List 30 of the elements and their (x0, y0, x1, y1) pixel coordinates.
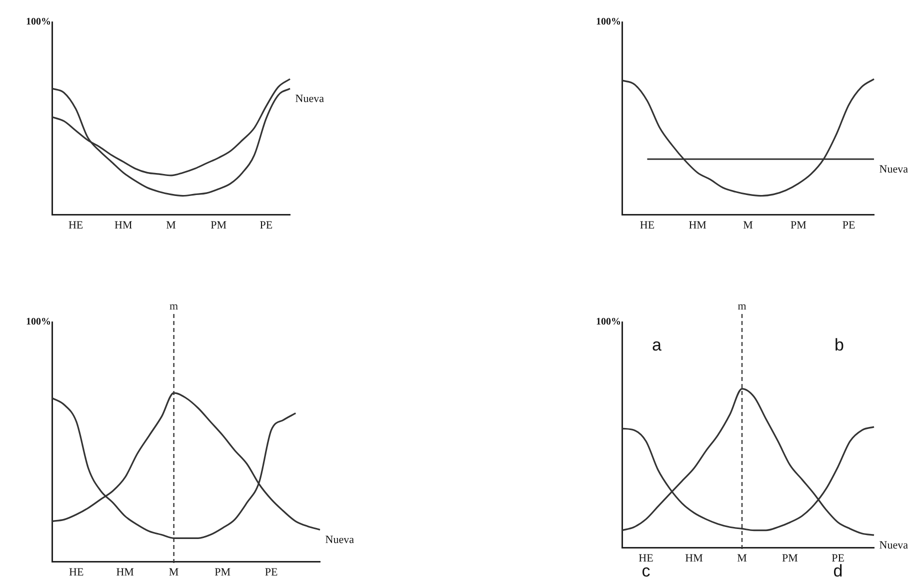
x-tick-label: PE (260, 219, 273, 232)
text: 100% (596, 16, 621, 28)
x-tick-label: PE (264, 566, 278, 578)
ref-line-label: m (738, 300, 747, 312)
x-tick-label: HM (116, 566, 134, 578)
series-label: Nueva (879, 539, 908, 552)
x-tick-label: M (743, 219, 754, 232)
text: a (652, 336, 662, 355)
text: 100% (26, 316, 51, 328)
x-tick-label: M (166, 219, 176, 232)
series-label: Nueva (295, 92, 324, 105)
x-tick-label: HM (685, 552, 704, 564)
x-tick-label: PE (842, 219, 856, 232)
x-tick-label: HE (69, 566, 84, 578)
series-label: Nueva (325, 534, 354, 546)
x-tick-label: PM (790, 219, 807, 232)
x-tick-label: HE (68, 219, 84, 232)
x-tick-label: HM (688, 219, 707, 232)
x-tick-label: M (168, 566, 179, 578)
x-tick-label: PM (214, 566, 231, 578)
series-label: Nueva (879, 164, 908, 176)
ref-line-label: m (170, 300, 179, 312)
x-tick-label: PM (782, 552, 798, 564)
x-tick-label: HM (114, 219, 132, 232)
x-tick-label: HE (640, 219, 655, 232)
x-tick-label: M (737, 552, 748, 564)
x-tick-label: PM (210, 219, 227, 232)
text: 100% (596, 316, 621, 328)
text: b (834, 336, 844, 355)
text: 100% (26, 16, 51, 28)
